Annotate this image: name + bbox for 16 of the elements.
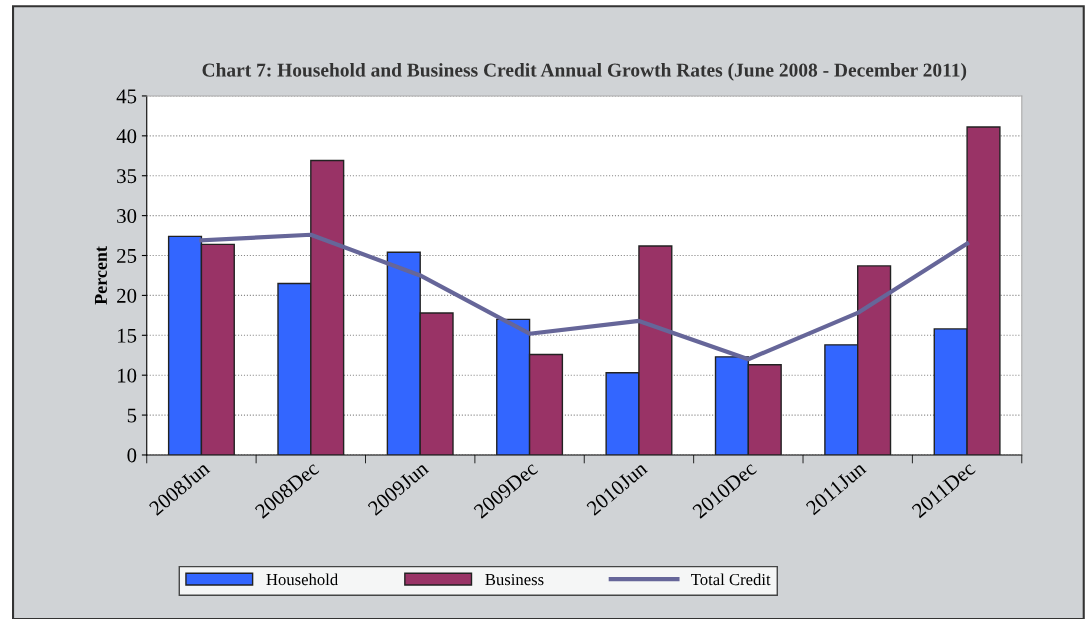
y-tick-label: 5: [127, 408, 137, 423]
legend-label: Total Credit: [691, 573, 771, 586]
y-tick-label: 40: [116, 129, 137, 144]
y-axis-title: Percent: [94, 246, 107, 305]
line-series: [199, 232, 970, 362]
legend-label: Business: [485, 573, 544, 586]
legend-label: Household: [266, 573, 338, 586]
y-tick-label: 25: [117, 248, 137, 263]
y-tick-label: 35: [117, 169, 137, 184]
y-tick-label: 30: [117, 208, 137, 224]
y-tick-label: 15: [118, 328, 137, 343]
y-tick-label: 20: [117, 288, 137, 303]
y-tick-label: 0: [127, 448, 137, 463]
chart-title: Chart 7: Household and Business Credit Annual Growth Rates (June 2008 - December 2011): [202, 63, 967, 81]
y-tick-label: 10: [118, 368, 137, 383]
y-tick-label: 45: [116, 89, 137, 104]
